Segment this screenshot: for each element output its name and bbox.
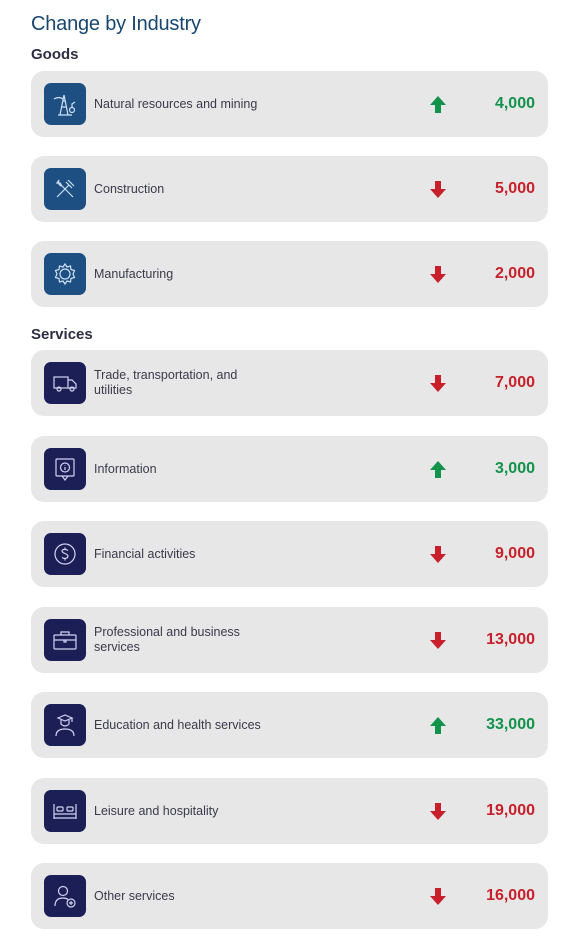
dollar-icon [44,533,86,575]
arrow-down-icon [430,803,446,820]
industry-row: Leisure and hospitality 19,000 [31,778,548,844]
hammer-wrench-icon [44,168,86,210]
industry-change-value: 4,000 [494,95,535,112]
arrow-down-icon [430,888,446,905]
industry-row: Education and health services 33,000 [31,692,548,758]
industry-change-value: 13,000 [486,631,535,648]
arrow-up-icon [430,96,446,113]
industry-row: Natural resources and mining 4,000 [31,71,548,137]
oil-derrick-icon [44,83,86,125]
industry-label: Manufacturing [94,266,174,281]
industry-row: Financial activities 9,000 [31,521,548,587]
industry-change-value: 33,000 [486,716,535,733]
arrow-down-icon [430,375,446,392]
industry-label: Leisure and hospitality [94,803,219,818]
gear-icon [44,253,86,295]
industry-row: Information 3,000 [31,436,548,502]
industry-row: Trade, transportation, and utilities 7,0… [31,350,548,416]
industry-change-value: 16,000 [486,887,535,904]
industry-change-value: 9,000 [494,545,535,562]
graduate-icon [44,704,86,746]
industry-label: Information [94,461,157,476]
arrow-up-icon [430,717,446,734]
arrow-down-icon [430,546,446,563]
industry-change-value: 3,000 [494,460,535,477]
section-title-services: Services [31,326,93,343]
industry-label: Financial activities [94,546,196,561]
industry-change-value: 19,000 [486,802,535,819]
industry-label: Professional and business services [94,625,240,654]
industry-label: Construction [94,181,165,196]
industry-label: Trade, transportation, and utilities [94,368,238,397]
bed-icon [44,790,86,832]
arrow-down-icon [430,181,446,198]
arrow-down-icon [430,266,446,283]
industry-change-value: 7,000 [494,374,535,391]
industry-row: Construction 5,000 [31,156,548,222]
industry-change-value: 5,000 [494,180,535,197]
industry-row: Professional and business services 13,00… [31,607,548,673]
page-title: Change by Industry [31,13,201,35]
truck-icon [44,362,86,404]
arrow-down-icon [430,632,446,649]
industry-row: Manufacturing 2,000 [31,241,548,307]
info-icon [44,448,86,490]
industry-row: Other services 16,000 [31,863,548,929]
section-title-goods: Goods [31,46,79,63]
briefcase-icon [44,619,86,661]
industry-label: Natural resources and mining [94,96,258,111]
industry-change-value: 2,000 [494,265,535,282]
person-plus-icon [44,875,86,917]
industry-label: Education and health services [94,717,261,732]
industry-label: Other services [94,888,175,903]
arrow-up-icon [430,461,446,478]
